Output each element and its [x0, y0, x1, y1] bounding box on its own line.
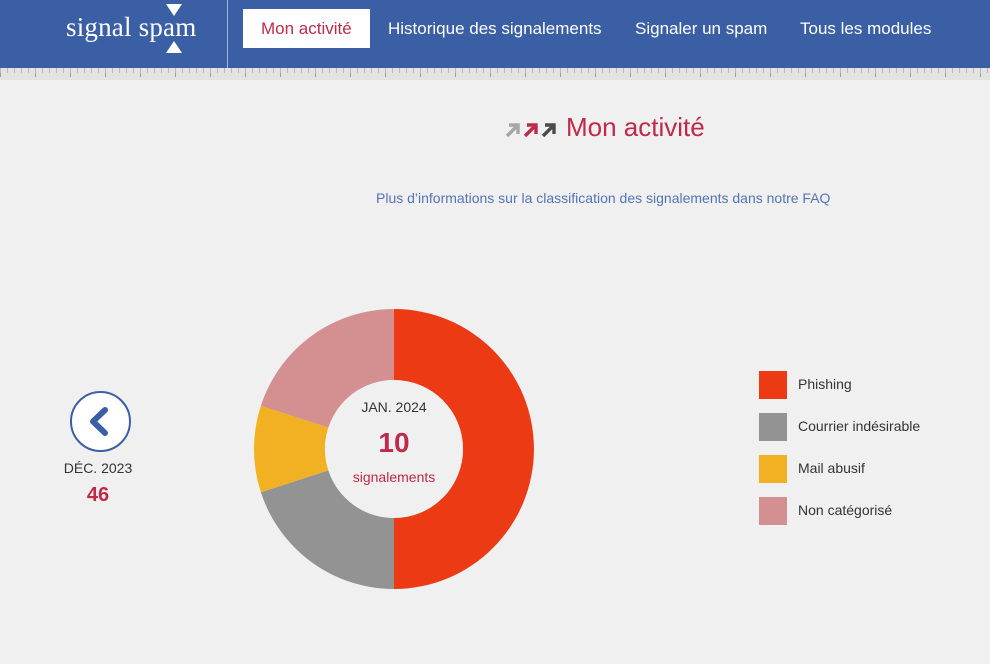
current-month-label: JAN. 2024	[361, 399, 427, 415]
legend-swatch	[759, 455, 787, 483]
legend-swatch	[759, 497, 787, 525]
logo-triangle-down-icon	[166, 4, 182, 16]
title-arrow-3	[541, 123, 556, 138]
ruler-decoration	[0, 68, 990, 80]
legend-swatch	[759, 371, 787, 399]
current-month-unit: signalements	[352, 469, 436, 485]
legend-label: Courrier indésirable	[798, 418, 921, 434]
previous-month-label: DÉC. 2023	[63, 460, 133, 476]
title-arrow-1	[505, 123, 520, 138]
donut-slice-mail-abusif[interactable]	[254, 405, 329, 493]
donut-slice-phishing[interactable]	[394, 309, 534, 589]
logo-triangle-up-icon	[166, 41, 182, 53]
header-divider	[227, 0, 228, 68]
title-arrow-2	[523, 123, 538, 138]
donut-chart	[254, 309, 534, 589]
donut-hole	[325, 380, 463, 518]
legend-label: Non catégorisé	[798, 502, 893, 518]
nav-historique-signalements[interactable]: Historique des signalements	[388, 19, 602, 38]
faq-link[interactable]: Plus d’informations sur la classificatio…	[376, 190, 831, 206]
signal-spam-logo[interactable]: signal spam	[66, 2, 216, 58]
legend-item: Courrier indésirable	[759, 413, 979, 441]
donut-slice-courrier-ind-sirable[interactable]	[260, 470, 394, 589]
legend-item: Mail abusif	[759, 455, 979, 483]
title-arrows-icon	[505, 123, 556, 138]
legend-item: Phishing	[759, 371, 979, 399]
nav-tous-modules[interactable]: Tous les modules	[800, 19, 932, 38]
logo-text: signal spam	[66, 12, 197, 42]
nav-mon-activite[interactable]: Mon activité	[243, 9, 370, 48]
page-title: Mon activité	[566, 112, 705, 142]
current-month-count: 10	[378, 427, 410, 458]
legend-swatch	[759, 413, 787, 441]
chevron-left-icon	[90, 407, 108, 436]
previous-month-count: 46	[86, 484, 110, 506]
donut-slice-non-cat-goris-[interactable]	[260, 309, 394, 428]
previous-month-button[interactable]	[70, 391, 131, 452]
nav-signaler-spam[interactable]: Signaler un spam	[635, 19, 768, 38]
top-navigation-bar: signal spam Mon activité Historique des …	[0, 0, 990, 68]
legend-item: Non catégorisé	[759, 497, 979, 525]
legend-label: Phishing	[798, 376, 852, 392]
legend-label: Mail abusif	[798, 460, 865, 476]
